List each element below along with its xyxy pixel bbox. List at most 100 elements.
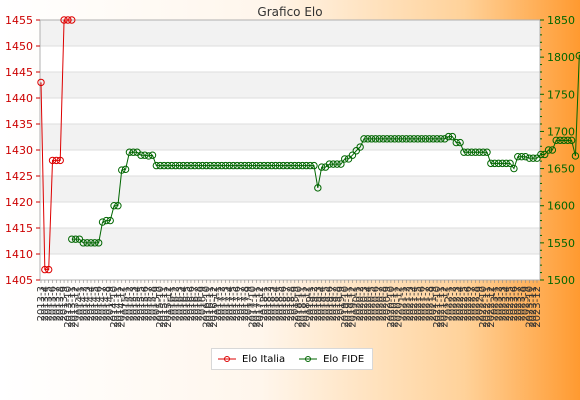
data-point xyxy=(510,164,518,173)
x-tick-label: 2017-12 xyxy=(255,286,266,328)
series-layer xyxy=(37,16,580,274)
left-tick-label: 1445 xyxy=(5,66,33,79)
data-point xyxy=(279,161,287,170)
data-point xyxy=(183,161,191,170)
legend-label-elo-italia: Elo Italia xyxy=(242,353,286,365)
data-point xyxy=(387,135,395,143)
data-point xyxy=(118,166,126,174)
x-tick-label: 2022-2 xyxy=(447,286,458,321)
data-point xyxy=(437,135,445,143)
x-tick-label: 2013-5 xyxy=(44,286,55,321)
x-tick-label: 2019-6 xyxy=(324,286,335,321)
data-point xyxy=(41,265,49,274)
data-point xyxy=(417,135,426,143)
x-tick-label: 2020-8 xyxy=(378,286,389,321)
data-point xyxy=(229,161,237,170)
data-point xyxy=(210,161,218,170)
x-tick-label: 2019-9 xyxy=(336,286,347,321)
left-tick-label: 1430 xyxy=(5,144,33,157)
x-tick-label: 2018-4 xyxy=(271,286,282,321)
x-tick-label: 2022-10 xyxy=(478,286,489,328)
data-point xyxy=(394,135,403,143)
x-tick-label: 2016-8 xyxy=(194,286,205,321)
data-point xyxy=(144,152,153,160)
x-tick-label: 2017-3 xyxy=(221,286,232,321)
x-tick-label: 2023-8 xyxy=(517,286,528,321)
x-tick-label: 2018-2 xyxy=(263,286,274,321)
data-point xyxy=(141,151,149,159)
data-point xyxy=(383,135,391,143)
x-tick-label: 2018-3 xyxy=(267,286,278,321)
x-tick-label: 2023-3 xyxy=(497,286,508,321)
series-line xyxy=(40,19,72,271)
x-tick-label: 2021-11 xyxy=(436,286,447,328)
x-tick-label: 2021-6 xyxy=(417,286,428,321)
data-point xyxy=(110,202,118,210)
x-tick-label: 2015-1 xyxy=(121,286,132,321)
right-tick-label: 1700 xyxy=(547,125,575,138)
data-point xyxy=(121,165,130,174)
data-point xyxy=(283,161,291,170)
x-tick-label: 2014-3 xyxy=(82,286,93,321)
right-tick-label: 1600 xyxy=(547,200,575,213)
data-point xyxy=(233,161,241,170)
x-tick-label: 2023-10 xyxy=(524,286,535,328)
data-point xyxy=(91,239,99,247)
data-point xyxy=(248,161,257,170)
x-tick-label: 2023-11 xyxy=(528,286,539,328)
data-point xyxy=(352,147,360,155)
x-tick-label: 2018-11 xyxy=(297,286,308,328)
plot-band xyxy=(40,72,540,98)
data-point xyxy=(314,184,322,192)
data-point xyxy=(291,161,299,170)
right-tick-label: 1650 xyxy=(547,163,575,176)
x-tick-label: 2019-8 xyxy=(332,286,343,321)
data-point xyxy=(479,148,487,156)
data-point xyxy=(98,218,107,226)
x-tick-label: 2013-11 xyxy=(67,286,78,328)
x-tick-label: 2014-11 xyxy=(113,286,124,328)
x-tick-label: 2018-6 xyxy=(278,286,289,321)
data-point xyxy=(191,161,199,170)
x-tick-label: 2014-5 xyxy=(90,286,101,321)
data-point xyxy=(337,160,345,168)
data-point xyxy=(152,161,161,170)
x-tick-label: 2017-5 xyxy=(228,286,239,321)
x-tick-label: 2019-7 xyxy=(328,286,339,321)
x-tick-label: 2015-11 xyxy=(159,286,170,328)
x-tick-label: 2015-3 xyxy=(128,286,139,321)
data-point xyxy=(567,136,576,145)
x-tick-label: 2021-3 xyxy=(405,286,416,321)
x-tick-label: 2016-2 xyxy=(171,286,182,321)
x-tick-label: 2018-12 xyxy=(301,286,312,328)
x-tick-label: 2018-5 xyxy=(274,286,285,321)
data-point xyxy=(425,135,434,143)
legend-item-elo-italia: Elo Italia xyxy=(218,354,285,365)
x-tick-label: 2013-12 xyxy=(71,286,82,328)
x-axis: 2013-32013-42013-52013-62013-72013-82013… xyxy=(36,280,543,328)
x-tick-label: 2021-2 xyxy=(401,286,412,321)
data-point xyxy=(179,161,187,170)
data-point xyxy=(514,152,522,161)
left-tick-label: 1435 xyxy=(5,118,33,131)
x-tick-label: 2020-12 xyxy=(394,286,405,328)
x-tick-label: 2014-6 xyxy=(94,286,105,321)
x-tick-label: 2016-7 xyxy=(190,286,201,321)
data-point xyxy=(575,51,580,60)
plot-background-bands xyxy=(40,20,540,280)
x-tick-label: 2017-4 xyxy=(224,286,235,321)
x-tick-label: 2013-9 xyxy=(59,286,70,321)
right-tick-label: 1850 xyxy=(547,14,575,27)
x-tick-label: 2022-7 xyxy=(467,286,478,321)
data-point xyxy=(294,161,303,170)
x-tick-label: 2019-10 xyxy=(340,286,351,328)
x-tick-label: 2016-1 xyxy=(167,286,178,321)
data-point xyxy=(287,161,295,170)
left-y-axis: 1405 1410 1415 1420 1425 1430 1435 1440 1445 1450… xyxy=(5,14,40,287)
x-tick-label: 2020-11 xyxy=(390,286,401,328)
data-point xyxy=(391,135,399,143)
data-point xyxy=(348,151,357,159)
x-tick-label: 2020-4 xyxy=(363,286,374,321)
data-point xyxy=(502,159,510,168)
data-point xyxy=(398,135,407,143)
